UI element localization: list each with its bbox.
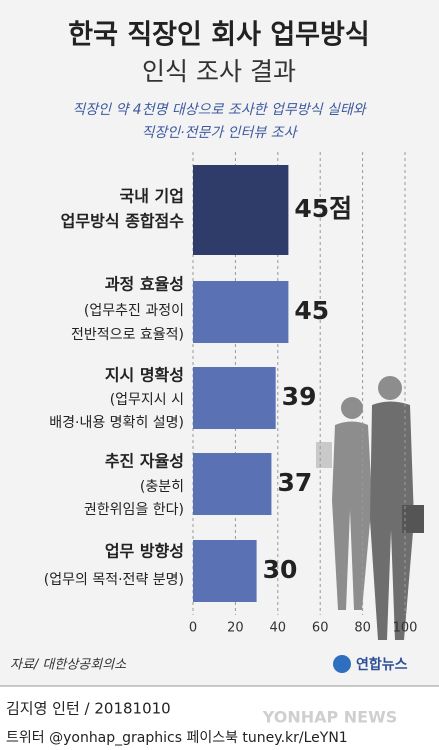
x-tick-label: 40 xyxy=(270,621,287,636)
subtitle: 인식 조사 결과 xyxy=(142,57,296,86)
category-label: (업무지시 시 xyxy=(110,392,184,408)
x-tick-label: 60 xyxy=(312,621,329,636)
bar xyxy=(193,453,272,515)
source: 자료/ 대한상공회의소 xyxy=(10,658,127,673)
value-label: 45 xyxy=(294,296,329,325)
x-tick-label: 80 xyxy=(354,621,371,636)
category-label: (업무추진 과정이 xyxy=(84,303,184,319)
description: 직장인 약 4천명 대상으로 조사한 업무방식 실태와 xyxy=(72,102,367,118)
category-label: 전반적으로 효율적) xyxy=(71,327,184,343)
category-label: 지시 명확성 xyxy=(105,366,184,385)
value-label: 45점 xyxy=(294,194,352,223)
x-tick-label: 20 xyxy=(227,621,244,636)
bar xyxy=(193,281,289,343)
category-label: (충분히 xyxy=(140,479,184,495)
value-label: 30 xyxy=(263,555,298,584)
watermark: YONHAP NEWS xyxy=(262,708,398,727)
category-label: 업무방식 종합점수 xyxy=(61,212,185,231)
footer-background xyxy=(0,686,439,750)
logo-icon xyxy=(333,655,351,673)
description: 직장인·전문가 인터뷰 조사 xyxy=(141,125,298,141)
category-label: 추진 자율성 xyxy=(105,452,184,471)
bar xyxy=(193,165,289,255)
title: 한국 직장인 회사 업무방식 xyxy=(68,20,369,51)
credit: 김지영 인턴 / 20181010 xyxy=(6,700,171,718)
x-tick-label: 0 xyxy=(189,621,197,636)
x-tick-label: 100 xyxy=(393,621,418,636)
value-label: 39 xyxy=(282,382,317,411)
logo: 연합뉴스 xyxy=(356,656,408,673)
category-label: 배경·내용 명확히 설명) xyxy=(49,415,184,431)
bar xyxy=(193,540,257,602)
category-label: (업무의 목적·전략 분명) xyxy=(44,572,184,588)
category-label: 업무 방향성 xyxy=(105,542,184,561)
bar xyxy=(193,367,276,429)
category-label: 과정 효율성 xyxy=(105,275,184,294)
category-label: 권한위임을 한다) xyxy=(84,502,184,518)
sns: 트위터 @yonhap_graphics 페이스북 tuney.kr/LeYN1 xyxy=(6,730,348,746)
category-label: 국내 기업 xyxy=(120,187,184,206)
people-illustration xyxy=(316,376,424,640)
value-label: 37 xyxy=(277,468,312,497)
